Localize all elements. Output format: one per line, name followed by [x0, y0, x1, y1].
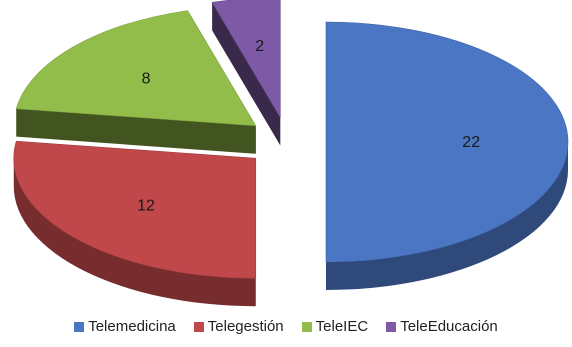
legend: Telemedicina Telegestión TeleIEC TeleEdu… [0, 318, 572, 335]
data-label: 12 [137, 197, 155, 214]
pie-slice [13, 140, 257, 279]
pie-slice [211, 0, 281, 119]
legend-label: TeleEducación [400, 318, 498, 335]
legend-swatch [386, 321, 397, 332]
slice-side [13, 158, 256, 307]
legend-swatch [193, 321, 204, 332]
slice-cut-face [212, 2, 281, 146]
legend-item: TeleIEC [301, 318, 369, 335]
legend-label: Telemedicina [88, 318, 176, 335]
legend-label: Telegestión [207, 318, 284, 335]
data-label: 8 [142, 71, 151, 88]
slice-cut-face [16, 108, 256, 154]
pie-slice [15, 10, 257, 127]
legend-item: Telegestión [193, 318, 284, 335]
slice-labels: 22 12 8 2 [137, 38, 480, 214]
pie-slice [325, 21, 569, 263]
data-label: 22 [462, 134, 480, 151]
slice-side [326, 142, 568, 290]
legend-swatch [301, 321, 312, 332]
data-label: 2 [255, 38, 264, 55]
legend-item: TeleEducación [386, 318, 498, 335]
legend-swatch [74, 321, 85, 332]
slice-tops [13, 0, 569, 279]
legend-item: Telemedicina [74, 318, 176, 335]
legend-label: TeleIEC [315, 318, 369, 335]
